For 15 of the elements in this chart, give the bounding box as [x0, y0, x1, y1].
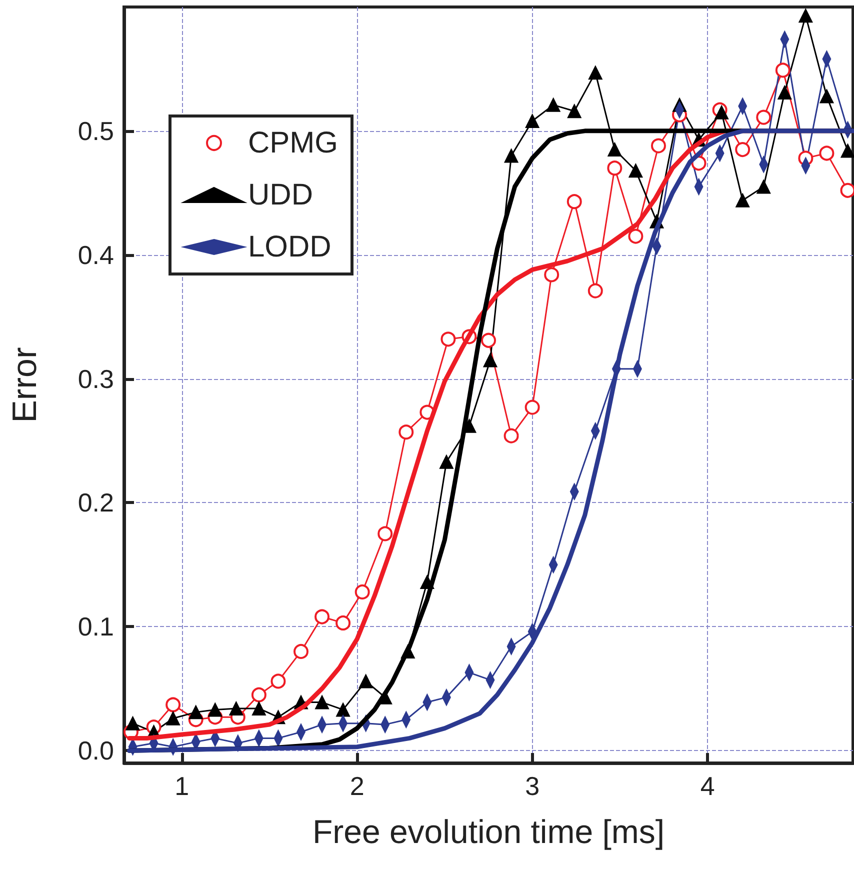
legend-label: LODD — [248, 230, 332, 264]
y-tick-label: 0.3 — [78, 364, 114, 394]
y-tick-label: 0.0 — [78, 736, 114, 766]
legend-label: UDD — [248, 178, 313, 212]
y-axis-title: Error — [6, 347, 44, 423]
x-axis-title: Free evolution time [ms] — [312, 813, 665, 850]
x-tick-label: 2 — [350, 771, 364, 801]
x-tick-label: 3 — [525, 771, 540, 801]
y-tick-label: 0.1 — [78, 612, 114, 642]
y-tick-label: 0.4 — [78, 240, 114, 270]
x-tick-label: 1 — [174, 771, 190, 801]
x-tick-label: 4 — [700, 771, 715, 801]
legend-label: CPMG — [248, 126, 338, 160]
y-tick-label: 0.2 — [78, 488, 114, 518]
y-tick-label: 0.5 — [78, 116, 114, 146]
